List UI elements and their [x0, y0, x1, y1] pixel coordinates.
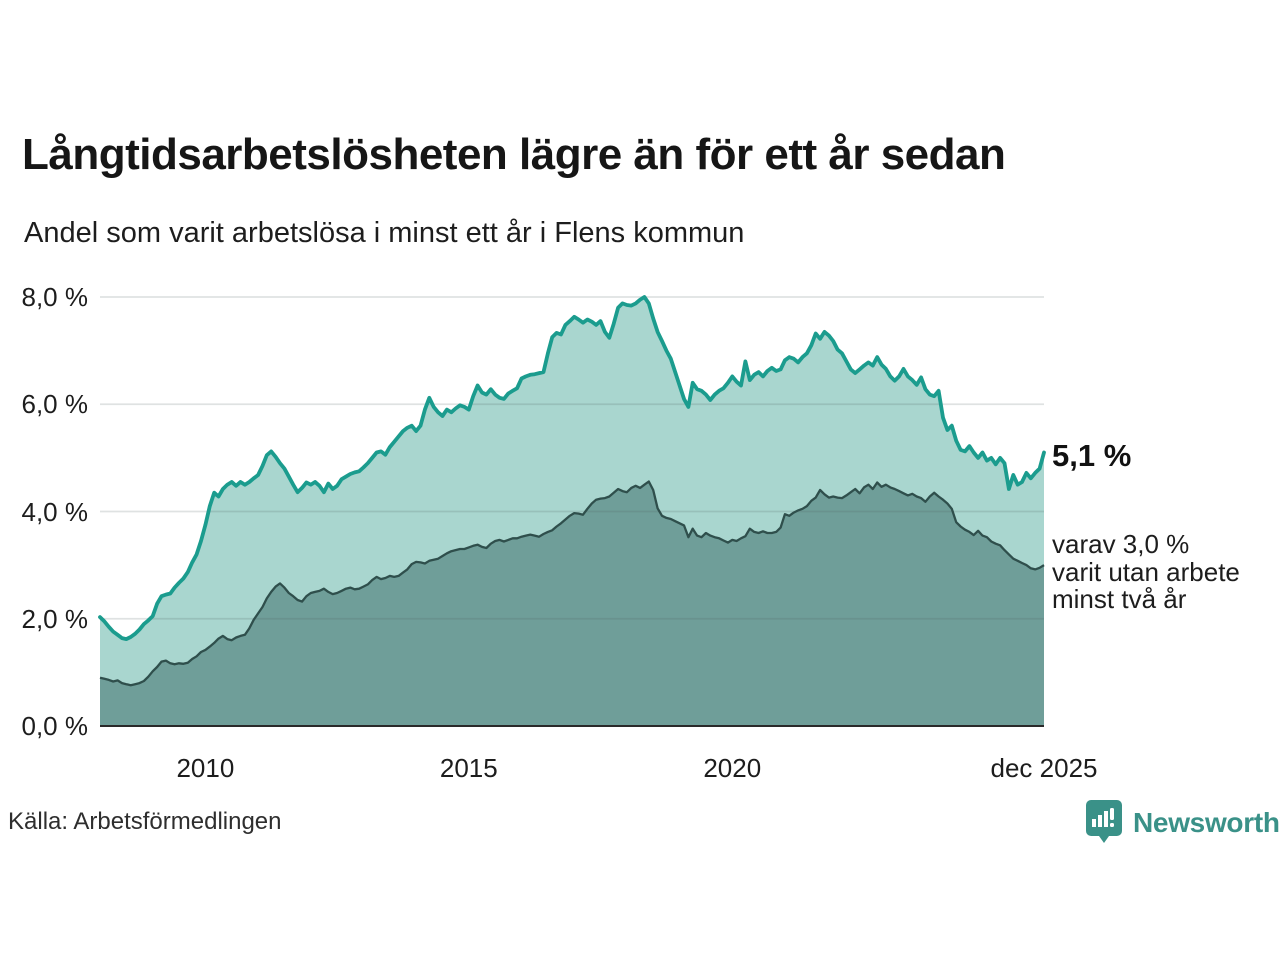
series-two-year-area	[100, 481, 1044, 726]
x-axis-tick-label: dec 2025	[990, 753, 1098, 783]
newsworthy-brand: Newsworthy	[1084, 799, 1280, 847]
chart-subtitle: Andel som varit arbetslösa i minst ett å…	[24, 217, 745, 249]
annotation-line: minst två år	[1052, 584, 1187, 614]
series-one-year-line	[98, 295, 1046, 641]
source-caption: Källa: Arbetsförmedlingen	[8, 808, 282, 835]
x-axis-tick-label: 2010	[176, 753, 235, 783]
x-axis-tick-label: 2015	[439, 753, 498, 783]
latest-value-label: 5,1 %	[1052, 438, 1132, 473]
annotation-line: varav 3,0 %	[1052, 529, 1190, 559]
y-axis-tick-label: 2,0 %	[21, 603, 89, 634]
x-axis-tick-label: 2020	[703, 753, 762, 783]
page-title: Långtidsarbetslösheten lägre än för ett …	[22, 130, 1006, 179]
newsworthy-wordmark: Newsworthy	[1133, 807, 1280, 838]
y-axis-tick-label: 0,0 %	[21, 711, 89, 741]
series-two-year-line	[99, 480, 1045, 687]
y-axis-tick-label: 4,0 %	[21, 496, 89, 527]
y-axis-tick-label: 6,0 %	[21, 389, 89, 420]
newsworthy-logo-icon	[1084, 798, 1124, 849]
annotation-line: varit utan arbete	[1052, 556, 1240, 587]
y-axis-tick-label: 8,0 %	[21, 282, 89, 312]
subseries-annotation: varav 3,0 % varit utan arbete minst två …	[1052, 529, 1272, 614]
